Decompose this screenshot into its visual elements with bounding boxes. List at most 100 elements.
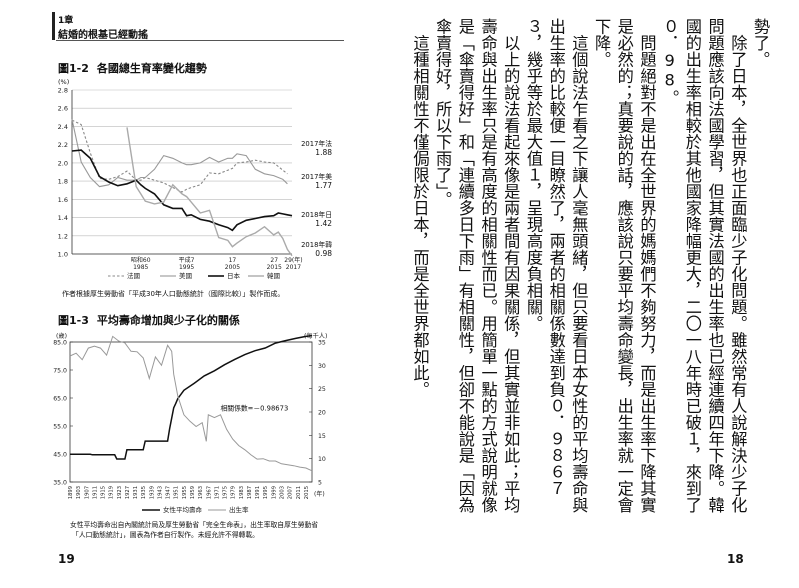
fig13-x-tick-label: 1911 [92, 486, 98, 499]
fig13-x-tick-label: 1943 [158, 486, 164, 499]
fig13-x-tick-label: 1983 [239, 486, 245, 499]
fig12-x-tick-label: 1985 [133, 264, 148, 271]
fig12-y-ticks: 2.8 2.6 2.4 2.2 2.0 1.8 1.6 1.4 1.2 1.0 [58, 87, 68, 259]
fig13-y-right-tick-label: 35 [318, 340, 326, 347]
paragraph: 這種相關性不僅侷限於日本，而是全世界都如此。 [410, 18, 430, 398]
fig13-y-left-tick-label: 65.0 [53, 396, 67, 403]
fig13-x-tick-label: 1975 [223, 486, 229, 499]
fig13-x-tick-label: 1955 [182, 486, 188, 499]
fig12-y-tick-label: 1.6 [58, 196, 68, 204]
fig12-annotation-value: 1.42 [315, 219, 332, 228]
fig12-series-日本 [71, 149, 293, 232]
fig13-x-tick-label: 1967 [206, 486, 212, 499]
fig12-series-韓國 [126, 127, 293, 257]
fig12-annotation-label: 2017年美 [301, 172, 332, 181]
fig12-grid [71, 89, 292, 255]
fig12-annotation-label: 2017年法 [301, 139, 332, 148]
paragraph: 勢了。 [751, 18, 770, 68]
fig12-series-美國 [71, 119, 288, 188]
fig12-y-tick-label: 2.2 [58, 141, 68, 149]
fig12-y-tick-label: 2.0 [58, 159, 68, 167]
fig13-x-tick-label: 1963 [198, 486, 204, 499]
fig13-chart: 85.075.065.055.045.035.03530252015105(歲)… [53, 332, 327, 514]
fig13-series [69, 334, 313, 472]
fig12-x-tick-label: 2015 [267, 264, 282, 271]
fig13-note-line2: 「人口動態統計」，圖表為作者自行製作。未經允許不得轉載。 [72, 531, 259, 539]
fig13-x-tick-label: 1995 [263, 486, 269, 499]
fig12-annotation-value: 0.98 [315, 249, 332, 258]
fig12-series [71, 119, 293, 257]
fig12-annotation-value: 1.77 [315, 181, 332, 190]
fig12-x-tick-label: 平成7 [179, 256, 195, 264]
header-rule [56, 40, 344, 41]
fig13-x-tick-label: 1899 [68, 486, 74, 499]
fig13-y-left-tick-label: 75.0 [53, 368, 67, 375]
fig13-x-tick-label: 2003 [280, 486, 286, 499]
fig12-label: 圖1-2 [58, 62, 89, 75]
fig13-x-tick-label: 1991 [255, 486, 261, 499]
fig12-x-tick-label: 昭和60 [131, 256, 151, 264]
fig13-series-女性平均壽命 [70, 334, 313, 460]
chapter-number: 1章 [58, 16, 74, 26]
fig12-unit: (%) [58, 78, 70, 86]
fig13-x-tick-label: 1931 [133, 486, 139, 499]
fig12-y-tick-label: 2.8 [58, 87, 68, 95]
fig13-series-出生率 [69, 335, 313, 472]
fig13-y-right-tick-label: 25 [318, 386, 326, 393]
fig12-y-tick-label: 1.8 [58, 178, 68, 186]
fig13-x-tick-label: 1959 [190, 486, 196, 499]
fig12-x-tick-label: 2005 [225, 264, 240, 271]
fig12-heading: 圖1-2 各國總生育率變化趨勢 [58, 60, 207, 76]
fig13-x-tick-label: 2007 [288, 486, 294, 499]
fig13-annotations: 相關係數=－0.98673 女性平均壽命 出生率 [142, 404, 288, 514]
fig13-x-tick-label: 1939 [149, 486, 155, 499]
fig12-legend-label: 美國 [179, 271, 192, 280]
fig13-x-tick-label: 1915 [101, 486, 107, 499]
fig12-x-tick-label: 17 [229, 257, 237, 264]
fig13-label: 圖1-3 [58, 314, 89, 327]
fig13-x-tick-label: 1979 [231, 486, 237, 499]
fig12-legend: 法國 美國 日本 韓國 [108, 271, 280, 280]
fig13-y-left-tick-label: 55.0 [53, 424, 67, 431]
fig12-x-tick-label: 29(年) [284, 256, 302, 264]
paragraph: 以上的說法看起來像是兩者間有因果關係，但其實並非如此；平均壽命與出生率只是有高度… [433, 18, 521, 513]
page-number-right: 18 [727, 552, 744, 566]
page-number-left: 19 [58, 552, 75, 566]
fig12-legend-label: 法國 [127, 271, 140, 280]
fig13-x-tick-label: 2015 [304, 486, 310, 499]
fig13-x-tick-label: 1951 [174, 486, 180, 499]
fig13-x-tick-label: 1927 [125, 486, 131, 499]
fig12-annotation-label: 2018年韓 [301, 240, 332, 249]
fig12-y-tick-label: 1.0 [58, 251, 68, 259]
fig12-annotation-label: 2018年日 [301, 210, 332, 219]
fig12-series-法國 [71, 119, 288, 193]
fig13-unit-left: (歲) [56, 332, 67, 340]
fig13-y-right-tick-label: 5 [318, 480, 322, 487]
fig12-y-tick-label: 1.4 [58, 214, 68, 222]
fig13-y-right-tick-label: 10 [318, 456, 326, 463]
fig13-x-ticks: 1899 1903 1907 1911 1915 1919 1923 1927 1931 1935… [68, 486, 325, 499]
fig13-y-right-tick-label: 20 [318, 410, 326, 417]
fig12-y-tick-label: 2.4 [58, 123, 68, 131]
fig13-x-tick-label: 1987 [247, 486, 253, 499]
body-text: 勢了。 除了日本，全世界也正面臨少子化問題。雖然常有人說解決少子化問題應該向法國… [410, 18, 771, 523]
fig13-x-tick-label: 1923 [117, 486, 123, 499]
fig13-legend-label: 女性平均壽命 [163, 505, 203, 514]
paragraph: 這個說法乍看之下讓人毫無頭緒，但只要看日本女性的平均壽命與出生率的比較便一目瞭然… [523, 18, 589, 513]
fig13-x-tick-label: 2011 [296, 486, 302, 499]
fig13-x-tick-label: 1903 [76, 486, 82, 499]
fig13-title: 平均壽命增加與少子化的關係 [96, 314, 240, 327]
paragraph: 問題絕對不是出在全世界的媽媽們不夠努力，而是出生率下降其實是必然的；真要說的話，… [592, 18, 657, 513]
fig13-x-tick-label: 1935 [141, 486, 147, 499]
fig13-y-left-tick-label: 45.0 [53, 452, 67, 459]
chapter-title: 結婚的根基已經動搖 [58, 30, 148, 41]
fig13-heading: 圖1-3 平均壽命增加與少子化的關係 [58, 312, 240, 328]
fig13-x-tick-label: 1971 [214, 486, 220, 499]
fig12-y-tick-label: 1.2 [58, 232, 68, 240]
fig12-x-tick-label: 1995 [179, 264, 194, 271]
fig13-unit-right: (每千人) [304, 332, 327, 340]
fig13-note-line1: 女性平均壽命出自內閣統計局及厚生勞動省「完全生命表」，出生率取自厚生勞動省 [70, 521, 319, 529]
